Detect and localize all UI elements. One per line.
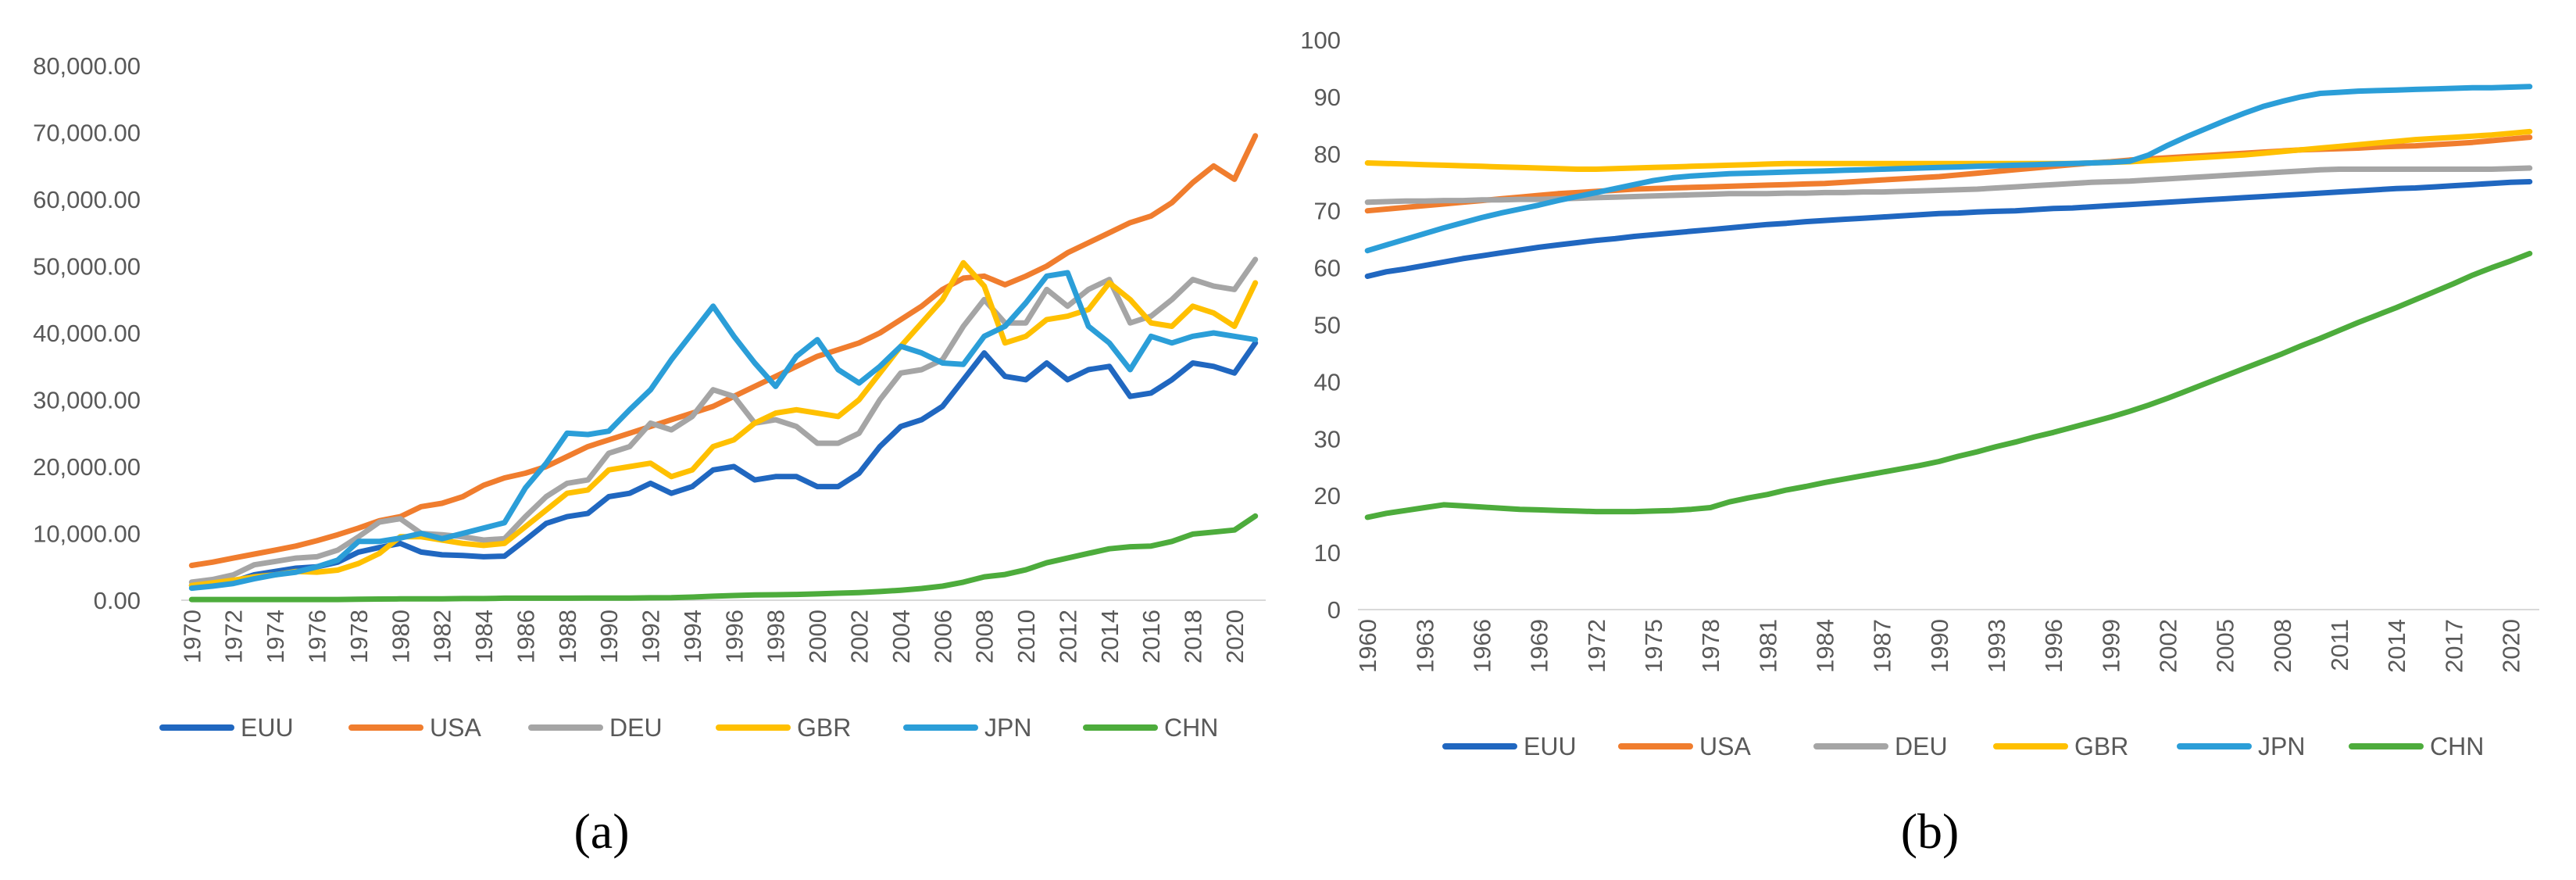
- y-tick-label: 0.00: [94, 587, 141, 614]
- x-tick-label: 2012: [1054, 610, 1081, 664]
- y-tick-label: 70,000.00: [33, 120, 141, 147]
- series-line-euu: [188, 340, 1259, 588]
- legend-label-euu: EUU: [241, 714, 294, 742]
- x-tick-label: 1966: [1469, 619, 1496, 673]
- x-tick-label: 2004: [888, 610, 915, 664]
- x-tick-label: 2018: [1180, 610, 1207, 664]
- y-tick-label: 30: [1314, 425, 1341, 453]
- legend-label-chn: CHN: [1164, 714, 1218, 742]
- series-line-deu: [188, 256, 1259, 585]
- x-tick-label: 1996: [720, 610, 748, 664]
- y-tick-label: 90: [1314, 84, 1341, 111]
- x-tick-label: 1976: [304, 610, 331, 664]
- x-tick-label: 2017: [2440, 619, 2467, 673]
- x-tick-label: 1970: [178, 610, 205, 664]
- legend-label-jpn: JPN: [2258, 732, 2305, 760]
- x-tick-label: 2016: [1138, 610, 1165, 664]
- series-line-jpn: [1364, 84, 2533, 254]
- x-tick-label: 1990: [595, 610, 623, 664]
- x-tick-label: 1978: [1697, 619, 1724, 673]
- y-tick-label: 60,000.00: [33, 186, 141, 213]
- y-tick-label: 40,000.00: [33, 320, 141, 347]
- x-tick-label: 2002: [846, 610, 874, 664]
- y-tick-label: 30,000.00: [33, 387, 141, 414]
- y-tick-label: 50: [1314, 312, 1341, 339]
- x-tick-label: 1996: [2040, 619, 2067, 673]
- series-line-gbr: [188, 259, 1259, 588]
- x-tick-label: 2011: [2326, 619, 2353, 671]
- x-tick-label: 2006: [929, 610, 956, 664]
- y-tick-label: 50,000.00: [33, 253, 141, 281]
- x-tick-label: 1984: [470, 610, 498, 664]
- x-tick-label: 2014: [1096, 610, 1124, 664]
- y-tick-label: 80: [1314, 141, 1341, 168]
- x-tick-label: 2020: [1221, 610, 1249, 664]
- x-tick-label: 2008: [971, 610, 999, 664]
- series-line-jpn: [188, 270, 1259, 592]
- legend-label-deu: DEU: [609, 714, 663, 742]
- legend-label-euu: EUU: [1524, 732, 1577, 760]
- legend-label-gbr: GBR: [2074, 732, 2128, 760]
- y-tick-label: 40: [1314, 368, 1341, 395]
- y-tick-label: 0: [1327, 596, 1341, 624]
- y-tick-label: 10,000.00: [33, 520, 141, 548]
- x-tick-label: 1987: [1869, 619, 1896, 673]
- panel-label-b: (b): [1901, 803, 1960, 859]
- x-tick-label: 1963: [1411, 619, 1438, 673]
- x-tick-label: 1982: [429, 610, 456, 664]
- series-line-gbr: [1364, 128, 2533, 172]
- legend-label-usa: USA: [1699, 732, 1751, 760]
- x-tick-label: 1960: [1354, 619, 1381, 673]
- x-tick-label: 1998: [763, 610, 790, 664]
- x-tick-label: 2008: [2269, 619, 2296, 673]
- x-tick-label: 1981: [1754, 619, 1781, 673]
- x-tick-label: 1974: [262, 610, 289, 664]
- x-tick-label: 2010: [1013, 610, 1040, 664]
- x-tick-label: 2014: [2383, 619, 2410, 673]
- x-tick-label: 1992: [638, 610, 665, 664]
- x-tick-label: 1986: [512, 610, 539, 664]
- legend-label-chn: CHN: [2430, 732, 2484, 760]
- legend-label-deu: DEU: [1895, 732, 1948, 760]
- x-tick-label: 1993: [1983, 619, 2010, 673]
- y-tick-label: 100: [1300, 27, 1341, 54]
- x-tick-label: 1975: [1640, 619, 1667, 673]
- x-tick-label: 1999: [2097, 619, 2124, 673]
- y-tick-label: 20,000.00: [33, 453, 141, 481]
- x-tick-label: 2020: [2497, 619, 2524, 673]
- panel-label-a: (a): [573, 803, 629, 859]
- x-tick-label: 2005: [2212, 619, 2239, 673]
- chart-panel-a: 0.00 10,000.00 20,000.00 30,000.00 40,000.00…: [33, 52, 1266, 742]
- legend-label-jpn: JPN: [984, 714, 1031, 742]
- chart-panel-b: 0 10 20 30 40 50 60 70 80 90 100 1960 1963 1966 1969 19…: [1300, 27, 2539, 760]
- x-tick-label: 1984: [1811, 619, 1838, 673]
- y-tick-label: 70: [1314, 198, 1341, 225]
- y-tick-label: 60: [1314, 255, 1341, 282]
- x-tick-label: 1978: [345, 610, 373, 664]
- x-tick-label: 1972: [220, 610, 248, 664]
- y-tick-label: 20: [1314, 482, 1341, 510]
- series-line-usa: [188, 133, 1259, 568]
- x-tick-label: 1972: [1583, 619, 1610, 673]
- x-tick-label: 2002: [2154, 619, 2181, 673]
- x-tick-label: 1988: [554, 610, 581, 664]
- x-tick-label: 1990: [1926, 619, 1953, 673]
- series-line-chn: [188, 513, 1259, 603]
- legend-label-gbr: GBR: [797, 714, 851, 742]
- legend-label-usa: USA: [430, 714, 481, 742]
- x-tick-label: 2000: [804, 610, 831, 664]
- x-tick-label: 1969: [1526, 619, 1553, 673]
- series-line-chn: [1364, 250, 2533, 520]
- x-tick-label: 1994: [679, 610, 706, 664]
- series-line-euu: [1364, 179, 2533, 279]
- x-tick-label: 1980: [387, 610, 414, 664]
- y-tick-label: 10: [1314, 539, 1341, 567]
- y-tick-label: 80,000.00: [33, 52, 141, 80]
